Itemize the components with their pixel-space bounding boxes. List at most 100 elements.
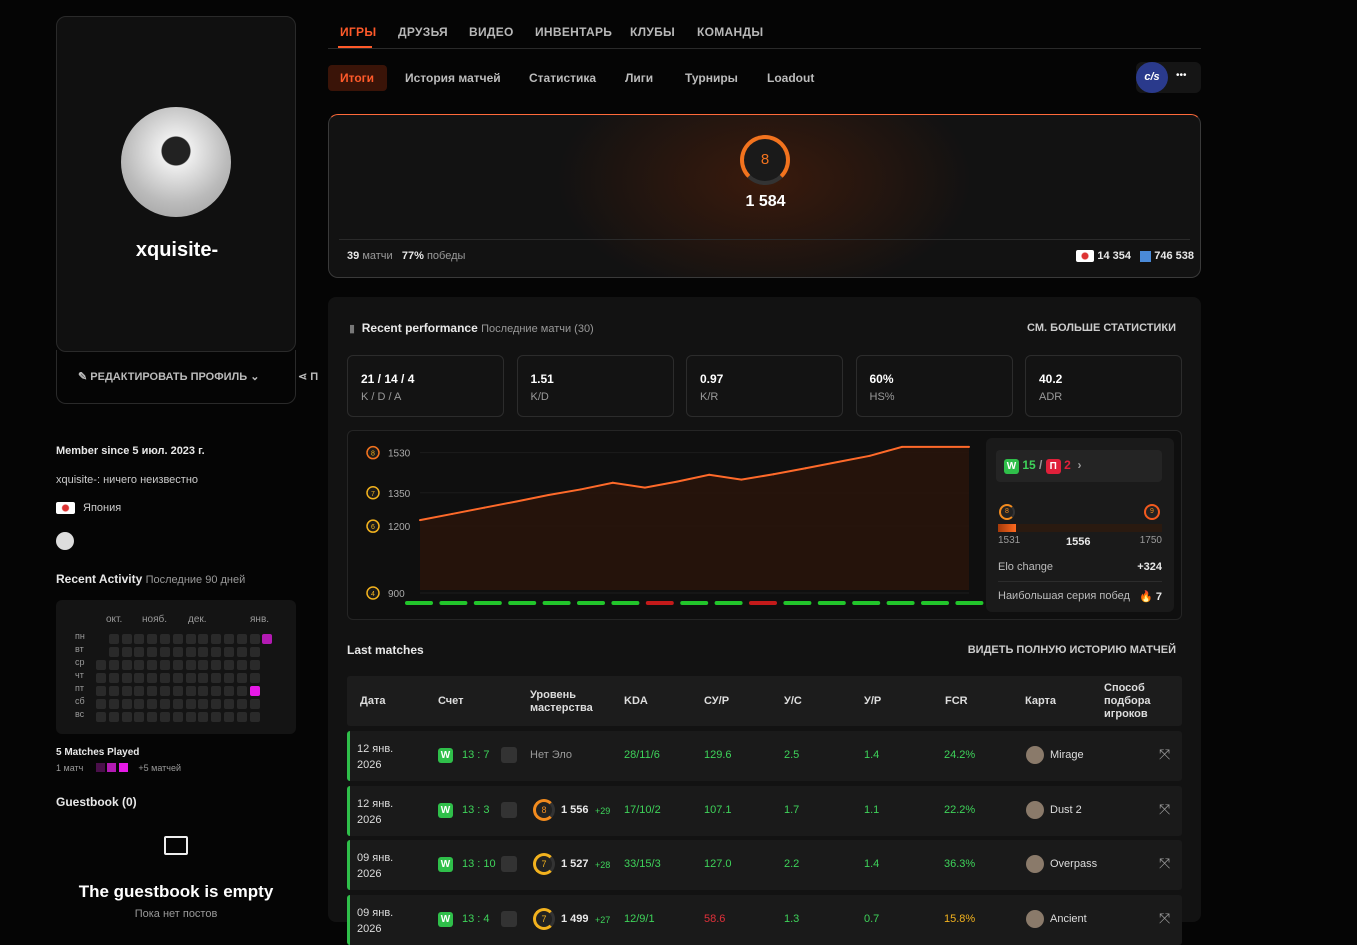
activity-cell[interactable] [108,634,119,644]
activity-cell[interactable] [121,686,132,696]
activity-cell[interactable] [147,647,158,657]
activity-cell[interactable] [236,634,247,644]
activity-cell[interactable] [121,673,132,683]
activity-cell[interactable] [185,634,196,644]
activity-cell[interactable] [211,673,222,683]
activity-cell[interactable] [121,647,132,657]
activity-cell[interactable] [185,712,196,722]
column-header[interactable]: У/Р [864,695,882,707]
activity-cell[interactable] [121,660,132,670]
column-header[interactable]: Счет [438,695,464,707]
activity-cell[interactable] [236,712,247,722]
rankings[interactable]: 14 354 746 538 [1076,250,1194,263]
subtab-3[interactable]: Лиги [625,71,654,85]
activity-cell[interactable] [160,686,170,696]
activity-cell[interactable] [96,686,106,696]
activity-cell[interactable] [224,673,234,683]
column-header[interactable]: KDA [624,695,648,707]
activity-cell[interactable] [108,686,119,696]
activity-cell[interactable] [96,699,106,709]
activity-cell[interactable] [198,686,209,696]
activity-cell[interactable] [147,673,158,683]
activity-cell[interactable] [262,634,273,644]
steam-icon[interactable] [56,532,74,550]
activity-cell[interactable] [224,634,234,644]
activity-cell[interactable] [147,686,158,696]
activity-cell[interactable] [224,712,234,722]
activity-cell[interactable] [134,686,145,696]
activity-cell[interactable] [108,712,119,722]
activity-cell[interactable] [249,634,260,644]
activity-cell[interactable] [249,647,260,657]
activity-cell[interactable] [96,673,106,683]
eye-icon[interactable] [501,801,517,818]
activity-cell[interactable] [172,673,183,683]
column-header[interactable]: FCR [945,695,968,707]
activity-cell[interactable] [185,647,196,657]
activity-cell[interactable] [147,712,158,722]
see-more-stats-link[interactable]: СМ. БОЛЬШЕ СТАТИСТИКИ [1027,322,1176,334]
activity-cell[interactable] [134,712,145,722]
activity-cell[interactable] [236,673,247,683]
activity-cell[interactable] [172,660,183,670]
activity-cell[interactable] [236,699,247,709]
activity-cell[interactable] [211,634,222,644]
activity-cell[interactable] [249,699,260,709]
activity-cell[interactable] [224,699,234,709]
eye-icon[interactable] [501,856,517,872]
activity-cell[interactable] [224,686,234,696]
activity-cell[interactable] [108,673,119,683]
subtab-2[interactable]: Статистика [529,71,597,85]
activity-cell[interactable] [236,647,247,657]
subtab-1[interactable]: История матчей [405,71,501,85]
activity-cell[interactable] [160,647,170,657]
activity-cell[interactable] [185,660,196,670]
activity-cell[interactable] [147,634,158,644]
column-header[interactable]: Дата [360,695,386,707]
activity-cell[interactable] [134,634,145,644]
tab-2[interactable]: ВИДЕО [469,25,514,39]
activity-cell[interactable] [211,686,222,696]
tab-1[interactable]: ДРУЗЬЯ [398,25,448,39]
activity-cell[interactable] [198,647,209,657]
activity-cell[interactable] [236,686,247,696]
activity-cell[interactable] [211,712,222,722]
activity-cell[interactable] [198,660,209,670]
win-loss-summary[interactable]: W 15 / П 2 › [996,450,1162,482]
tab-4[interactable]: КЛУБЫ [630,25,676,39]
activity-cell[interactable] [172,699,183,709]
avatar[interactable] [121,107,231,217]
column-header[interactable]: СУ/Р [704,695,730,707]
activity-cell[interactable] [108,699,119,709]
activity-cell[interactable] [224,660,234,670]
activity-cell[interactable] [185,673,196,683]
activity-cell[interactable] [121,699,132,709]
activity-cell[interactable] [134,647,145,657]
activity-cell[interactable] [134,673,145,683]
tab-5[interactable]: КОМАНДЫ [697,25,764,39]
activity-cell[interactable] [172,647,183,657]
activity-cell[interactable] [198,699,209,709]
tab-3[interactable]: ИНВЕНТАРЬ [535,25,613,39]
activity-cell[interactable] [172,686,183,696]
more-options-button[interactable]: ••• [1176,70,1187,81]
activity-cell[interactable] [249,660,260,670]
subtab-0[interactable]: Итоги [340,71,375,85]
column-header[interactable]: Способ подбора игроков [1104,682,1151,720]
activity-cell[interactable] [172,712,183,722]
activity-cell[interactable] [160,673,170,683]
full-history-link[interactable]: ВИДЕТЬ ПОЛНУЮ ИСТОРИЮ МАТЧЕЙ [967,644,1176,656]
activity-cell[interactable] [96,712,106,722]
activity-cell[interactable] [134,660,145,670]
share-button[interactable]: ⋖ П [298,370,326,383]
activity-cell[interactable] [108,647,119,657]
activity-cell[interactable] [211,660,222,670]
eye-icon[interactable] [501,747,517,763]
activity-cell[interactable] [185,699,196,709]
activity-cell[interactable] [121,712,132,722]
activity-cell[interactable] [160,712,170,722]
activity-cell[interactable] [198,712,209,722]
activity-cell[interactable] [211,699,222,709]
activity-cell[interactable] [198,634,209,644]
